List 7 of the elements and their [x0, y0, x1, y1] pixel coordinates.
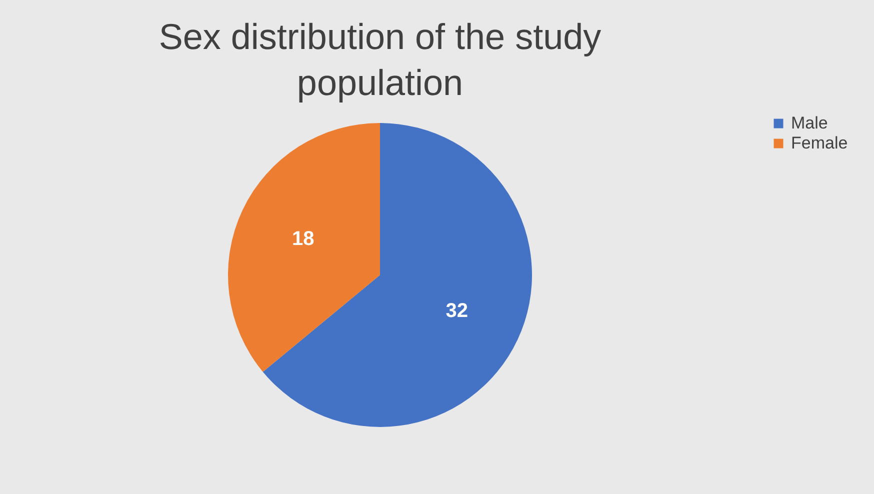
data-label: 18	[292, 228, 314, 250]
pie-slice	[262, 123, 532, 427]
pie-slice	[228, 123, 380, 372]
chart-title: Sex distribution of the study population	[158, 16, 602, 103]
legend-label: Female	[791, 134, 848, 152]
data-label: 32	[446, 300, 468, 322]
legend-label: Male	[791, 114, 828, 132]
